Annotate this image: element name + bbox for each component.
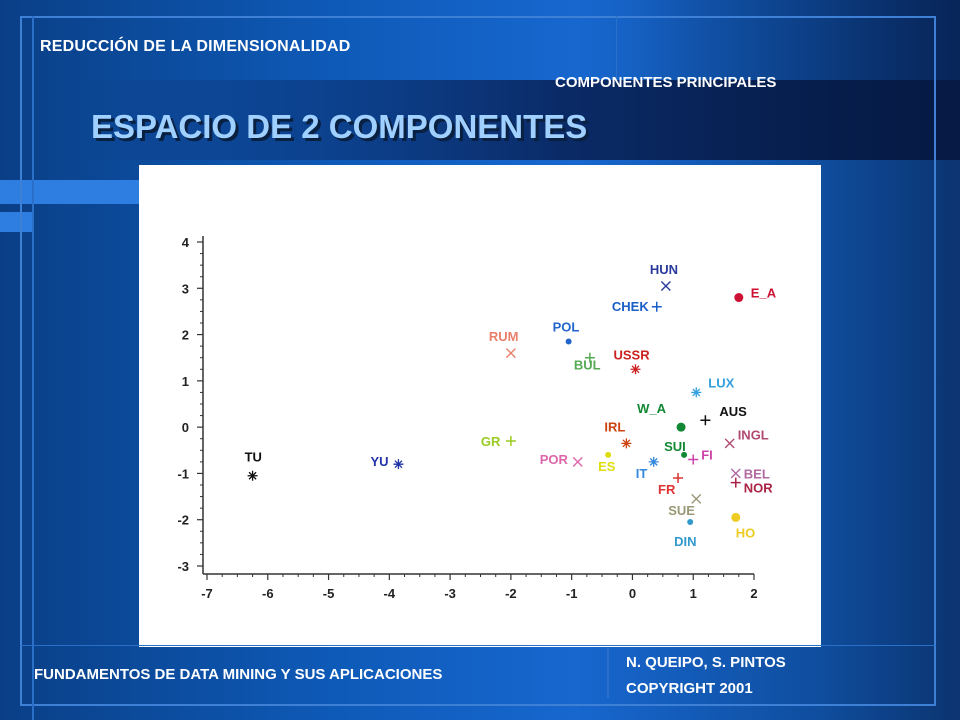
point-sue: [691, 493, 702, 504]
footer-rule: [20, 645, 936, 646]
point-label-fi: FI: [701, 448, 713, 463]
scatter-plot: -7 -6 -5 -4 -3 -2 -1 0 1 2 -3 -2 -1 0 1 2 3 4 HUN E_A CHEK PO…: [177, 235, 777, 601]
footer-divider: [607, 648, 609, 698]
point-label-sui: SUI: [664, 439, 686, 454]
point-aus: [700, 415, 711, 426]
point-w-a: [676, 422, 686, 432]
x-tick-label: -6: [262, 586, 274, 601]
point-irl: [621, 438, 632, 449]
y-tick-label: 4: [182, 235, 190, 250]
point-label-lux: LUX: [708, 375, 734, 390]
point-hun: [660, 280, 671, 291]
point-gr: [505, 436, 516, 447]
scatter-plot-panel: -7 -6 -5 -4 -3 -2 -1 0 1 2 -3 -2 -1 0 1 2 3 4 HUN E_A CHEK PO…: [139, 165, 821, 647]
y-tick-label: -3: [177, 559, 189, 574]
x-tick-label: 2: [750, 586, 757, 601]
y-tick-label: 1: [182, 374, 189, 389]
point-sui: [681, 451, 688, 458]
point-label-bel: BEL: [744, 466, 770, 481]
point-label-hun: HUN: [650, 262, 678, 277]
point-label-ussr: USSR: [613, 347, 650, 362]
section-title: REDUCCIÓN DE LA DIMENSIONALIDAD: [40, 38, 351, 55]
point-ussr: [630, 364, 641, 375]
x-tick-label: -5: [323, 586, 335, 601]
point-label-bul: BUL: [574, 358, 601, 373]
point-label-irl: IRL: [604, 419, 625, 434]
x-tick-label: 0: [629, 586, 636, 601]
point-label-nor: NOR: [744, 481, 774, 496]
point-label-it: IT: [636, 466, 648, 481]
point-it: [648, 456, 659, 467]
footer-copyright: COPYRIGHT 2001: [626, 680, 753, 697]
point-e-a: [734, 293, 744, 303]
x-tick-label: -2: [505, 586, 517, 601]
point-lux: [691, 387, 702, 398]
point-label-yu: YU: [370, 454, 388, 469]
slide-title: ESPACIO DE 2 COMPONENTES: [91, 108, 588, 145]
point-fi: [688, 454, 699, 465]
point-bel: [730, 468, 741, 479]
slide-frame: [20, 16, 936, 706]
point-label-ho: HO: [736, 525, 756, 540]
point-label-fr: FR: [658, 482, 676, 497]
x-tick-label: -4: [384, 586, 396, 601]
x-tick-label: -1: [566, 586, 578, 601]
point-por: [572, 456, 583, 467]
point-label-e-a: E_A: [751, 286, 777, 301]
point-label-tu: TU: [245, 450, 262, 465]
y-tick-label: -2: [177, 513, 189, 528]
x-tick-label: 1: [690, 586, 697, 601]
footer-course: FUNDAMENTOS DE DATA MINING Y SUS APLICAC…: [34, 666, 443, 683]
point-din: [687, 519, 694, 526]
corner-shade: [630, 0, 960, 160]
point-nor: [730, 477, 741, 488]
y-tick-label: -1: [177, 466, 189, 481]
subsection-title: COMPONENTES PRINCIPALES: [555, 74, 777, 91]
point-rum: [505, 348, 516, 359]
point-label-ingl: INGL: [738, 427, 769, 442]
point-label-chek: CHEK: [612, 299, 649, 314]
point-label-por: POR: [540, 452, 569, 467]
footer-authors: N. QUEIPO, S. PINTOS: [626, 654, 786, 671]
point-chek: [651, 301, 662, 312]
point-label-pol: POL: [553, 320, 580, 335]
point-yu: [393, 459, 404, 470]
point-label-rum: RUM: [489, 329, 519, 344]
point-label-sue: SUE: [668, 503, 695, 518]
header-rule: [616, 16, 617, 80]
point-fr: [673, 473, 684, 484]
point-label-es: ES: [598, 459, 616, 474]
x-tick-label: -3: [444, 586, 456, 601]
point-label-aus: AUS: [719, 404, 747, 419]
point-tu: [247, 470, 258, 481]
point-ho: [731, 512, 741, 522]
point-ingl: [724, 438, 735, 449]
point-es: [605, 451, 612, 458]
y-tick-label: 2: [182, 328, 189, 343]
x-tick-label: -7: [201, 586, 213, 601]
accent-bar-small: [0, 212, 32, 232]
point-bul: [584, 352, 595, 363]
point-label-din: DIN: [674, 534, 696, 549]
point-pol: [565, 338, 572, 345]
y-tick-label: 0: [182, 420, 189, 435]
left-rule: [32, 16, 34, 720]
point-label-w-a: W_A: [637, 401, 667, 416]
y-tick-label: 3: [182, 281, 189, 296]
point-label-gr: GR: [481, 434, 501, 449]
